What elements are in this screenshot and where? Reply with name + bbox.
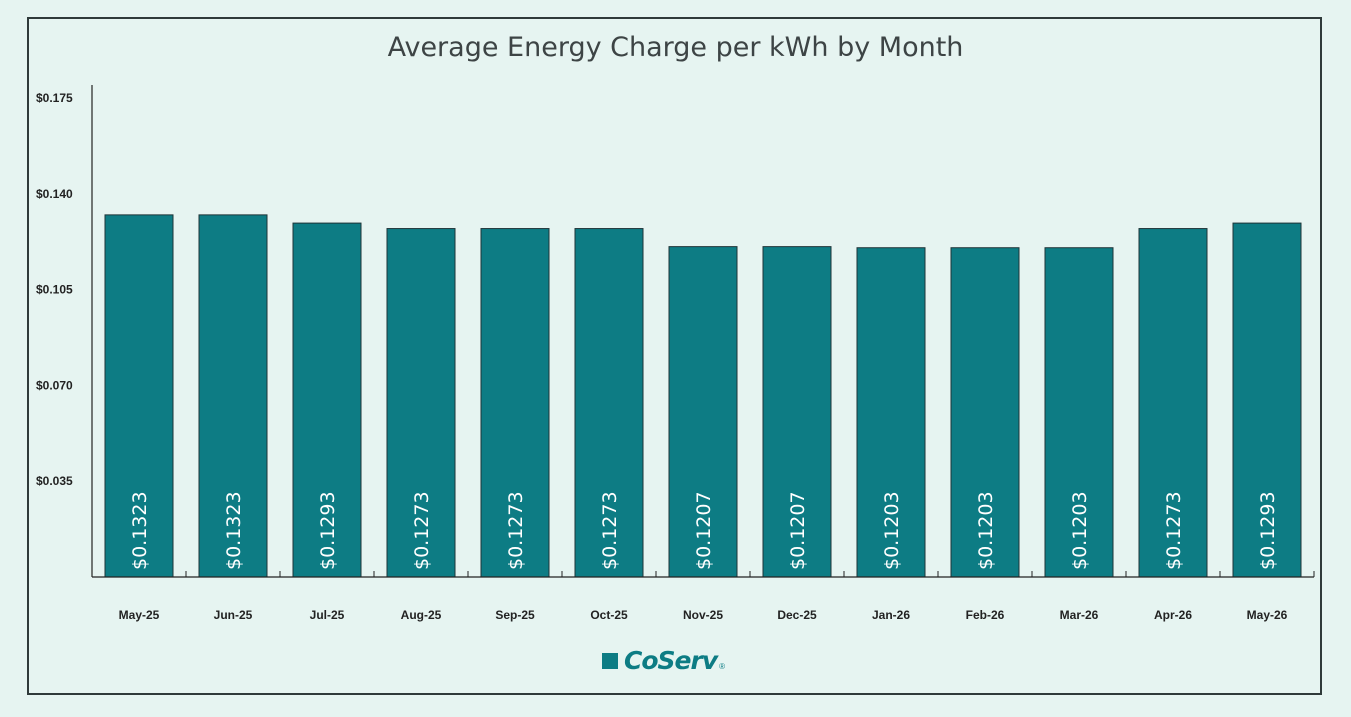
x-tick-label: Jul-25	[310, 608, 345, 622]
bar-data-label: $0.1323	[129, 491, 151, 570]
x-tick-label: Jun-25	[214, 608, 253, 622]
bar-data-label: $0.1203	[1069, 491, 1091, 570]
bar-data-label: $0.1207	[693, 491, 715, 570]
logo-registered-mark: ®	[719, 662, 726, 671]
y-tick-label: $0.140	[36, 187, 73, 201]
x-tick-label: May-25	[119, 608, 160, 622]
x-tick-label: Sep-25	[495, 608, 535, 622]
logo-square-icon	[602, 652, 618, 669]
chart-title: Average Energy Charge per kWh by Month	[387, 32, 964, 63]
bar-data-label: $0.1293	[317, 491, 339, 570]
bar-data-label: $0.1293	[1257, 491, 1279, 570]
bar	[480, 228, 550, 578]
x-tick-label: Mar-26	[1060, 608, 1099, 622]
bar	[198, 214, 268, 578]
bar	[292, 222, 362, 578]
x-tick-label: Jan-26	[872, 608, 910, 622]
bar	[668, 246, 738, 578]
bar	[856, 247, 926, 578]
bar	[1232, 222, 1302, 578]
y-tick-label: $0.175	[36, 91, 73, 105]
bar-data-label: $0.1273	[505, 491, 527, 570]
bar-data-label: $0.1203	[881, 491, 903, 570]
x-tick-label: Nov-25	[683, 608, 723, 622]
bar	[386, 228, 456, 578]
x-tick-label: Aug-25	[401, 608, 442, 622]
y-tick-label: $0.070	[36, 378, 73, 392]
coserv-logo: CoServ ®	[602, 646, 725, 675]
x-tick-label: Apr-26	[1154, 608, 1192, 622]
bar-data-label: $0.1273	[411, 491, 433, 570]
bar-data-label: $0.1323	[223, 491, 245, 570]
x-tick-label: May-26	[1247, 608, 1288, 622]
x-tick-label: Dec-25	[777, 608, 817, 622]
x-tick-label: Feb-26	[966, 608, 1005, 622]
bar-data-label: $0.1203	[975, 491, 997, 570]
x-tick-label: Oct-25	[590, 608, 628, 622]
bar	[950, 247, 1020, 578]
y-tick-label: $0.035	[36, 474, 73, 488]
bar	[1044, 247, 1114, 578]
bar-data-label: $0.1207	[787, 491, 809, 570]
logo-text: CoServ	[624, 646, 718, 675]
bar-data-label: $0.1273	[1163, 491, 1185, 570]
y-tick-label: $0.105	[36, 283, 73, 297]
bar	[574, 228, 644, 578]
bar	[762, 246, 832, 578]
bar-data-label: $0.1273	[599, 491, 621, 570]
